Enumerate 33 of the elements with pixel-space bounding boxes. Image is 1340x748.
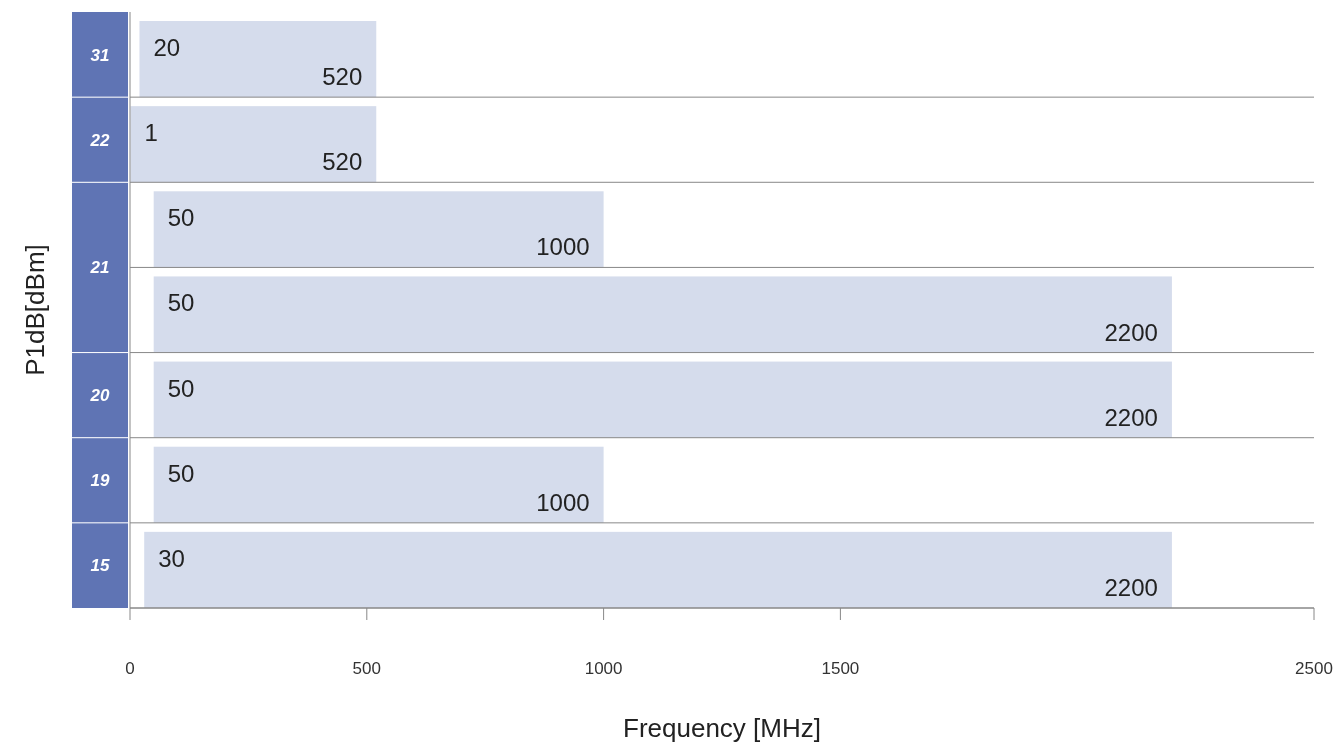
data-label: 1000 bbox=[536, 488, 590, 516]
annotation: 50 bbox=[167, 459, 195, 487]
x-tick-label: 2500 bbox=[1295, 659, 1333, 678]
bar bbox=[139, 21, 377, 98]
bar bbox=[153, 361, 1172, 438]
y-tick-label: 22 bbox=[89, 130, 110, 150]
y-tick-label: 31 bbox=[90, 45, 110, 65]
data-label: 520 bbox=[322, 63, 363, 91]
annotation: 50 bbox=[167, 374, 195, 402]
data-label: 2200 bbox=[1104, 574, 1158, 601]
annotation: 50 bbox=[167, 289, 195, 317]
y-tick-label: 21 bbox=[89, 258, 110, 278]
annotation: 30 bbox=[158, 544, 185, 572]
x-axis-title: Frequency [MHz] bbox=[623, 713, 821, 743]
bar bbox=[153, 276, 1172, 353]
annotation: 1 bbox=[144, 119, 158, 147]
y-tick-label: 19 bbox=[90, 471, 110, 491]
x-tick-label: 500 bbox=[352, 659, 381, 678]
y-axis-title: P1dB[dBm] bbox=[20, 244, 50, 376]
data-label: 1000 bbox=[536, 233, 590, 261]
x-tick-label: 1000 bbox=[584, 659, 623, 678]
bar bbox=[153, 446, 604, 523]
data-label: 520 bbox=[322, 148, 363, 176]
y-tick-label: 15 bbox=[90, 556, 110, 576]
x-tick-label: 0 bbox=[125, 659, 135, 678]
annotation: 20 bbox=[153, 34, 181, 61]
data-label: 2200 bbox=[1104, 318, 1158, 346]
annotation: 50 bbox=[167, 204, 195, 232]
bar bbox=[153, 191, 604, 268]
y-tick-label: 20 bbox=[89, 386, 110, 406]
bar bbox=[144, 531, 1172, 608]
data-label: 2200 bbox=[1104, 403, 1158, 431]
x-tick-label: 1500 bbox=[821, 659, 860, 678]
